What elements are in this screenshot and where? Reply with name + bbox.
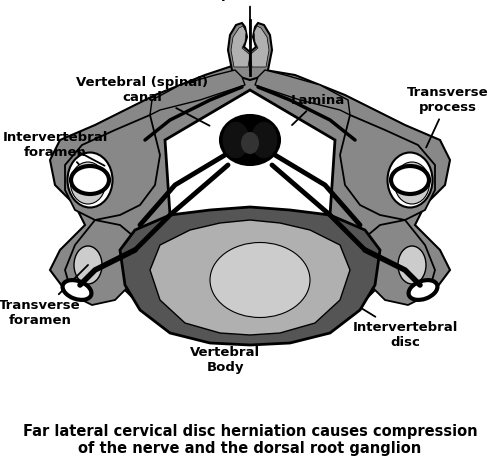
- Polygon shape: [360, 220, 435, 305]
- Polygon shape: [250, 26, 269, 67]
- Text: Transverse
foramen: Transverse foramen: [0, 265, 88, 327]
- Ellipse shape: [394, 162, 430, 204]
- Ellipse shape: [71, 166, 109, 194]
- Text: Intervertebral
disc: Intervertebral disc: [342, 297, 458, 349]
- Polygon shape: [228, 23, 272, 80]
- Polygon shape: [165, 90, 335, 260]
- Polygon shape: [150, 70, 245, 115]
- Ellipse shape: [250, 121, 278, 159]
- Polygon shape: [65, 220, 140, 305]
- Text: Vertebral (spinal)
canal: Vertebral (spinal) canal: [76, 76, 210, 126]
- Ellipse shape: [74, 246, 102, 284]
- Polygon shape: [255, 70, 350, 115]
- Ellipse shape: [408, 280, 438, 300]
- Ellipse shape: [210, 242, 310, 318]
- Text: Transverse
process: Transverse process: [407, 86, 489, 148]
- Polygon shape: [120, 207, 380, 345]
- Ellipse shape: [222, 121, 250, 159]
- Ellipse shape: [388, 153, 432, 207]
- Polygon shape: [340, 115, 435, 220]
- Text: Intervertebral
foramen: Intervertebral foramen: [2, 131, 108, 159]
- Ellipse shape: [398, 246, 426, 284]
- Polygon shape: [50, 65, 450, 340]
- Ellipse shape: [68, 153, 112, 207]
- Ellipse shape: [220, 115, 280, 165]
- Polygon shape: [65, 115, 160, 220]
- Text: Lamina: Lamina: [291, 93, 345, 125]
- Text: Vertebral
Body: Vertebral Body: [190, 292, 260, 374]
- Ellipse shape: [70, 162, 106, 204]
- Text: Spinous
process: Spinous process: [220, 0, 280, 44]
- Text: Far lateral cervical disc herniation causes compression
of the nerve and the dor: Far lateral cervical disc herniation cau…: [22, 424, 477, 456]
- Ellipse shape: [62, 280, 92, 300]
- Ellipse shape: [391, 166, 429, 194]
- Ellipse shape: [241, 132, 259, 154]
- Polygon shape: [231, 26, 250, 67]
- Polygon shape: [150, 220, 350, 335]
